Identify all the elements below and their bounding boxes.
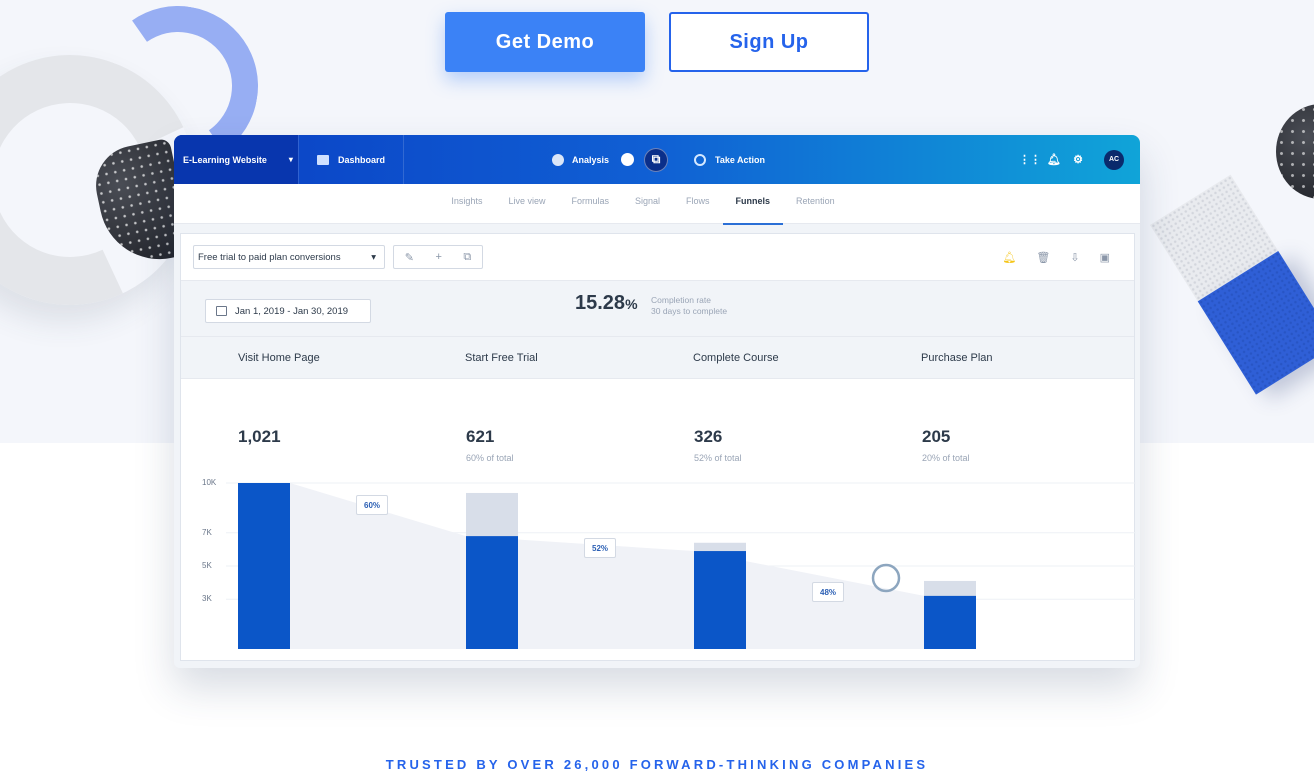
- alert-bell-icon[interactable]: 🔔︎: [1002, 252, 1017, 264]
- nav-take-action[interactable]: Take Action: [694, 153, 766, 166]
- tab-signal[interactable]: Signal: [634, 196, 661, 206]
- conversion-label: 60%: [356, 495, 389, 515]
- dashboard-label: Dashboard: [338, 154, 386, 165]
- funnel-steps-header: Visit Home Page Start Free Trial Complet…: [181, 337, 1134, 379]
- bell-icon[interactable]: 🔔︎: [1047, 154, 1061, 166]
- grid-icon[interactable]: ⋮⋮: [1019, 154, 1041, 166]
- trash-icon[interactable]: 🗑︎: [1036, 252, 1051, 264]
- download-icon[interactable]: ⇩: [1070, 252, 1080, 264]
- step-name: Visit Home Page: [238, 352, 320, 364]
- tab-flows[interactable]: Flows: [686, 196, 710, 206]
- tab-insights[interactable]: Insights: [451, 196, 483, 206]
- nav-take-action-label: Take Action: [715, 154, 766, 165]
- date-range-picker[interactable]: Jan 1, 2019 - Jan 30, 2019: [205, 299, 371, 323]
- nav-analysis-label: Analysis: [572, 154, 610, 165]
- step-name: Complete Course: [693, 352, 779, 364]
- tab-retention[interactable]: Retention: [796, 196, 835, 206]
- step-percent: 20% of total: [922, 453, 970, 463]
- step-name: Purchase Plan: [921, 352, 993, 364]
- bar[interactable]: [924, 595, 976, 649]
- tab-funnels[interactable]: Funnels: [722, 184, 784, 225]
- step-count: 326: [694, 427, 723, 446]
- project-name: E-Learning Website: [183, 154, 267, 165]
- step-count: 205: [922, 427, 951, 446]
- funnel-chart-svg: [226, 482, 1136, 649]
- completion-window-label: 30 days to complete: [651, 306, 728, 316]
- report-select-value: Free trial to paid plan conversions: [198, 251, 341, 263]
- report-tools: ✎ + ⧉: [393, 245, 483, 269]
- sign-up-button[interactable]: Sign Up: [669, 12, 869, 72]
- avatar[interactable]: AC: [1104, 149, 1124, 170]
- completion-rate-value: 15.28%: [575, 292, 638, 314]
- trusted-by-text: TRUSTED BY OVER 26,000 FORWARD-THINKING …: [385, 757, 929, 772]
- main-nav: Analysis ⧉ Take Action: [552, 135, 777, 184]
- report-select[interactable]: Free trial to paid plan conversions ▾: [193, 245, 385, 269]
- plus-icon[interactable]: +: [435, 251, 442, 263]
- step-name: Start Free Trial: [465, 352, 538, 364]
- bar[interactable]: [466, 536, 518, 649]
- completion-rate-label: Completion rate: [651, 295, 712, 305]
- calendar-icon: [216, 306, 227, 316]
- bar[interactable]: [694, 551, 746, 649]
- tab-live-view[interactable]: Live view: [508, 196, 546, 206]
- funnel-panel: Free trial to paid plan conversions ▾ ✎ …: [180, 233, 1136, 661]
- chevron-down-icon: ▾: [288, 155, 293, 164]
- copy-icon[interactable]: ⧉: [463, 250, 472, 263]
- dropoff-area: [290, 483, 924, 649]
- y-tick-label: 5K: [202, 561, 212, 570]
- gear-icon[interactable]: ⚙: [1073, 154, 1083, 166]
- step-count: 1,021: [238, 427, 281, 446]
- completion-rate-info: Completion rate 30 days to complete: [651, 295, 727, 317]
- pencil-icon[interactable]: ✎: [404, 251, 414, 264]
- funnel-chart: 10K 7K 5K 3K 60% 52% 48%: [181, 477, 1136, 661]
- step-count: 621: [466, 427, 495, 446]
- target-icon: [694, 153, 707, 166]
- project-selector[interactable]: E-Learning Website ▾: [174, 135, 298, 184]
- step-percent: 52% of total: [694, 453, 742, 463]
- dashboard-icon: [317, 154, 329, 165]
- top-right-icons: ⋮⋮ 🔔︎ ⚙ AC: [1019, 135, 1124, 184]
- step-percent: 60% of total: [466, 453, 514, 463]
- conversion-label: 52%: [584, 538, 617, 558]
- tab-formulas[interactable]: Formulas: [571, 196, 609, 206]
- person-icon[interactable]: [621, 153, 635, 166]
- y-tick-label: 3K: [202, 594, 212, 604]
- report-actions: 🔔︎ 🗑︎ ⇩ ▣: [1002, 234, 1110, 281]
- chevron-down-icon: ▾: [371, 251, 376, 263]
- y-tick-label: 7K: [202, 527, 212, 537]
- dashboard-link[interactable]: Dashboard: [298, 135, 405, 184]
- report-toolbar: Free trial to paid plan conversions ▾ ✎ …: [181, 234, 1134, 281]
- get-demo-button[interactable]: Get Demo: [445, 12, 645, 72]
- nav-analysis[interactable]: Analysis: [552, 153, 610, 166]
- app-screenshot-window: E-Learning Website ▾ Dashboard Analysis …: [174, 135, 1140, 668]
- sub-tabs: Insights Live view Formulas Signal Flows…: [174, 184, 1140, 225]
- save-icon[interactable]: ▣: [1099, 252, 1110, 264]
- cursor-ring: [871, 563, 901, 593]
- funnel-summary: Jan 1, 2019 - Jan 30, 2019 15.28% Comple…: [181, 281, 1134, 337]
- export-icon[interactable]: ⧉: [644, 147, 669, 172]
- date-range-value: Jan 1, 2019 - Jan 30, 2019: [235, 305, 349, 317]
- bar[interactable]: [238, 483, 290, 649]
- y-tick-label: 10K: [202, 478, 217, 487]
- analysis-icon: [552, 153, 564, 166]
- conversion-label: 48%: [812, 582, 845, 602]
- top-navigation-bar: E-Learning Website ▾ Dashboard Analysis …: [174, 135, 1140, 184]
